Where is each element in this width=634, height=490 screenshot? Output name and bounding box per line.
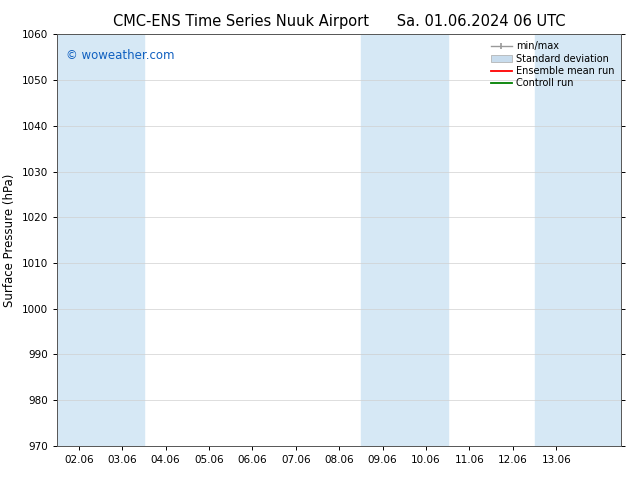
Bar [578, 34, 621, 446]
Bar [361, 34, 448, 446]
Text: © woweather.com: © woweather.com [65, 49, 174, 62]
Bar [100, 34, 144, 446]
Y-axis label: Surface Pressure (hPa): Surface Pressure (hPa) [3, 173, 16, 307]
Bar [534, 34, 578, 446]
Title: CMC-ENS Time Series Nuuk Airport      Sa. 01.06.2024 06 UTC: CMC-ENS Time Series Nuuk Airport Sa. 01.… [113, 14, 566, 29]
Bar [57, 34, 100, 446]
Legend: min/max, Standard deviation, Ensemble mean run, Controll run: min/max, Standard deviation, Ensemble me… [489, 39, 616, 90]
